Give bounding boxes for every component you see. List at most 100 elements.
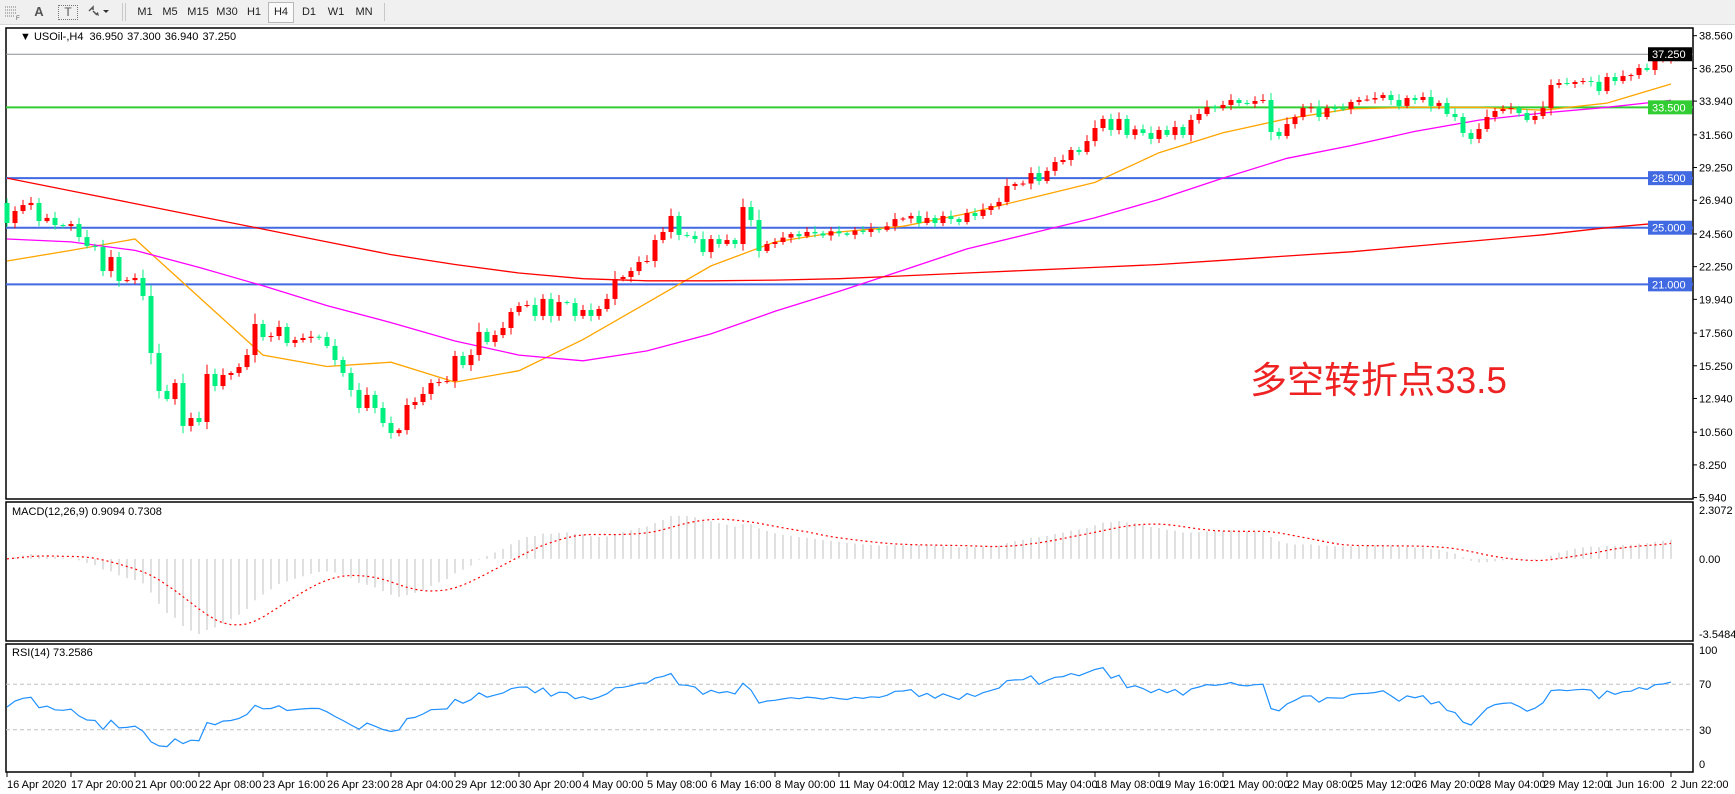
candle[interactable]: [332, 338, 338, 366]
candle[interactable]: [996, 197, 1002, 210]
candle[interactable]: [1492, 108, 1498, 122]
candle[interactable]: [1420, 92, 1426, 103]
candle[interactable]: [1172, 120, 1178, 140]
candle[interactable]: [148, 285, 154, 365]
candle[interactable]: [1052, 157, 1058, 176]
candle[interactable]: [1564, 77, 1570, 86]
text-icon[interactable]: A: [34, 4, 44, 19]
candle[interactable]: [196, 411, 202, 426]
candle[interactable]: [428, 379, 434, 400]
candle[interactable]: [396, 428, 402, 437]
candle[interactable]: [172, 379, 178, 405]
candle[interactable]: [1348, 99, 1354, 115]
candle[interactable]: [1596, 74, 1602, 96]
candle[interactable]: [1604, 72, 1610, 95]
candle[interactable]: [780, 232, 786, 245]
candle[interactable]: [1452, 108, 1458, 122]
candle[interactable]: [836, 225, 842, 237]
candle[interactable]: [124, 277, 130, 283]
candle[interactable]: [220, 368, 226, 390]
candle[interactable]: [76, 217, 82, 242]
candle[interactable]: [156, 343, 162, 399]
candle[interactable]: [1060, 154, 1066, 165]
candle[interactable]: [524, 300, 530, 308]
candle[interactable]: [1228, 94, 1234, 111]
candle[interactable]: [924, 211, 930, 226]
candle[interactable]: [1164, 125, 1170, 137]
arrows-icon[interactable]: [84, 2, 110, 21]
candle[interactable]: [484, 328, 490, 345]
candle[interactable]: [1524, 109, 1530, 123]
candle[interactable]: [1540, 101, 1546, 120]
candle[interactable]: [540, 294, 546, 321]
candle[interactable]: [84, 230, 90, 249]
candle[interactable]: [676, 211, 682, 241]
macd-panel[interactable]: [5, 501, 1694, 642]
candle[interactable]: [412, 397, 418, 410]
timeframe-w1-button[interactable]: W1: [327, 6, 345, 18]
candle[interactable]: [1316, 100, 1322, 122]
collapse-triangle-icon[interactable]: ▼: [20, 31, 34, 43]
candle[interactable]: [548, 292, 554, 323]
candle[interactable]: [844, 231, 850, 237]
candle[interactable]: [20, 199, 26, 214]
candle[interactable]: [1412, 94, 1418, 105]
candle[interactable]: [708, 234, 714, 259]
candle[interactable]: [580, 304, 586, 319]
candle[interactable]: [116, 252, 122, 287]
candle[interactable]: [1324, 104, 1330, 120]
candle[interactable]: [1132, 125, 1138, 140]
candle[interactable]: [1332, 104, 1338, 113]
candle[interactable]: [1124, 115, 1130, 139]
candle[interactable]: [300, 333, 306, 343]
candle[interactable]: [1236, 98, 1242, 107]
candle[interactable]: [804, 227, 810, 239]
candle[interactable]: [44, 213, 50, 223]
candle[interactable]: [1300, 103, 1306, 121]
candle[interactable]: [508, 308, 514, 335]
candle[interactable]: [1580, 78, 1586, 85]
candle[interactable]: [1180, 124, 1186, 139]
candle[interactable]: [1212, 104, 1218, 112]
candle[interactable]: [468, 349, 474, 371]
candle[interactable]: [980, 203, 986, 219]
candle[interactable]: [956, 217, 962, 226]
candle[interactable]: [1476, 123, 1482, 144]
candle[interactable]: [660, 227, 666, 244]
candle[interactable]: [1092, 120, 1098, 147]
candle[interactable]: [612, 271, 618, 306]
timeframe-h1-button[interactable]: H1: [246, 6, 262, 18]
timeframe-m5-button[interactable]: M5: [162, 6, 178, 18]
candle[interactable]: [244, 348, 250, 370]
candle[interactable]: [748, 200, 754, 227]
candle[interactable]: [1204, 100, 1210, 117]
candle[interactable]: [1084, 135, 1090, 155]
candle[interactable]: [1500, 105, 1506, 114]
candle[interactable]: [1644, 63, 1650, 72]
candle[interactable]: [916, 210, 922, 227]
candle[interactable]: [876, 226, 882, 233]
candle[interactable]: [476, 322, 482, 361]
candle[interactable]: [1388, 90, 1394, 106]
candle[interactable]: [340, 356, 346, 377]
candle[interactable]: [1380, 92, 1386, 101]
candle[interactable]: [908, 212, 914, 224]
candle[interactable]: [1356, 96, 1362, 106]
candle[interactable]: [1284, 117, 1290, 139]
timeframe-h4-button[interactable]: H4: [268, 2, 294, 23]
candle[interactable]: [1548, 79, 1554, 116]
timeframe-mn-button[interactable]: MN: [355, 6, 373, 18]
candle[interactable]: [92, 243, 98, 251]
candle[interactable]: [228, 371, 234, 380]
candle[interactable]: [1556, 79, 1562, 89]
candle[interactable]: [180, 373, 186, 434]
candle[interactable]: [668, 208, 674, 239]
candle[interactable]: [1612, 72, 1618, 86]
candle[interactable]: [724, 234, 730, 246]
candle[interactable]: [532, 297, 538, 322]
candle[interactable]: [1508, 102, 1514, 114]
candle[interactable]: [812, 226, 818, 238]
candle[interactable]: [852, 227, 858, 240]
candle[interactable]: [1156, 126, 1162, 143]
